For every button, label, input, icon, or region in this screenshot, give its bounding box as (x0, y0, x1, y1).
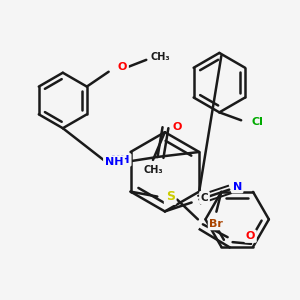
Text: CH₃: CH₃ (143, 165, 163, 175)
Text: NH: NH (111, 155, 130, 165)
Text: S: S (166, 190, 175, 203)
Text: O: O (173, 122, 182, 132)
Text: CH₃: CH₃ (150, 52, 170, 62)
Text: O: O (246, 231, 255, 241)
Text: NH: NH (105, 157, 123, 167)
Text: Br: Br (209, 219, 223, 229)
Text: Cl: Cl (251, 117, 263, 127)
Text: O: O (118, 62, 127, 72)
Text: C: C (201, 193, 208, 202)
Text: N: N (232, 182, 242, 192)
